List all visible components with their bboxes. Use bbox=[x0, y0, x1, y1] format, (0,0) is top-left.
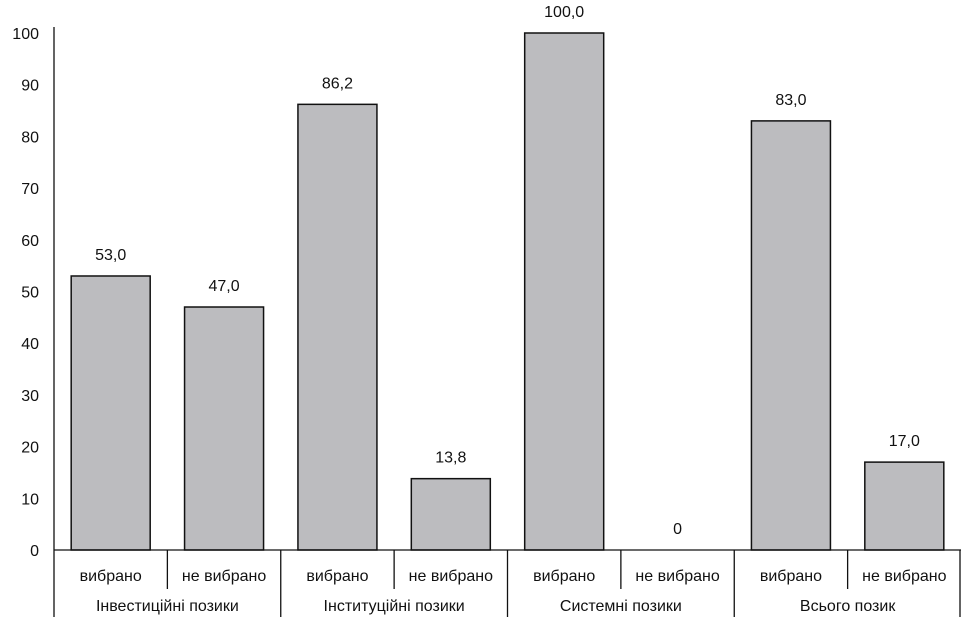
y-tick-label: 70 bbox=[21, 181, 39, 198]
x-group-label: Всього позик bbox=[800, 598, 896, 615]
bar bbox=[410, 477, 492, 551]
x-group-label: Інвестиційні позики bbox=[96, 598, 239, 615]
y-tick-label: 100 bbox=[12, 26, 39, 43]
bars bbox=[70, 32, 945, 551]
data-label: 53,0 bbox=[95, 247, 126, 264]
bar bbox=[864, 461, 945, 551]
x-axis: вибрано не вибрано вибрано не вибрано вибран… bbox=[53, 549, 961, 617]
y-tick-label: 80 bbox=[21, 129, 39, 146]
x-category-label: вибрано bbox=[760, 568, 822, 585]
y-tick-label: 0 bbox=[30, 543, 39, 560]
y-axis-ticks: 0 10 20 30 40 50 60 70 80 90 100 bbox=[12, 26, 55, 560]
data-labels: 53,0 47,0 86,2 13,8 100,0 0 83,0 17,0 bbox=[95, 4, 920, 538]
data-label: 83,0 bbox=[775, 92, 806, 109]
y-tick-label: 50 bbox=[21, 285, 39, 302]
x-category-label: не вибрано bbox=[635, 568, 719, 585]
data-label: 86,2 bbox=[322, 75, 353, 92]
bar bbox=[297, 103, 378, 551]
data-label: 0 bbox=[673, 521, 682, 538]
x-category-label: не вибрано bbox=[409, 568, 493, 585]
y-tick-label: 10 bbox=[21, 491, 39, 508]
x-category-label: вибрано bbox=[80, 568, 142, 585]
y-tick-label: 20 bbox=[21, 440, 39, 457]
x-category-label: вибрано bbox=[533, 568, 595, 585]
bar bbox=[523, 32, 605, 551]
x-category-label: не вибрано bbox=[182, 568, 266, 585]
bar bbox=[183, 306, 265, 551]
data-label: 17,0 bbox=[889, 433, 920, 450]
data-label: 100,0 bbox=[544, 4, 584, 21]
y-tick-label: 60 bbox=[21, 233, 39, 250]
y-tick-label: 30 bbox=[21, 388, 39, 405]
bar bbox=[750, 120, 832, 551]
y-tick-label: 40 bbox=[21, 336, 39, 353]
bar bbox=[70, 275, 151, 551]
data-label: 47,0 bbox=[208, 278, 239, 295]
x-category-label: не вибрано bbox=[862, 568, 946, 585]
x-group-label: Інституційні позики bbox=[324, 598, 465, 615]
x-category-label: вибрано bbox=[306, 568, 368, 585]
data-label: 13,8 bbox=[435, 450, 466, 467]
x-group-label: Системні позики bbox=[560, 598, 682, 615]
y-tick-label: 90 bbox=[21, 78, 39, 95]
